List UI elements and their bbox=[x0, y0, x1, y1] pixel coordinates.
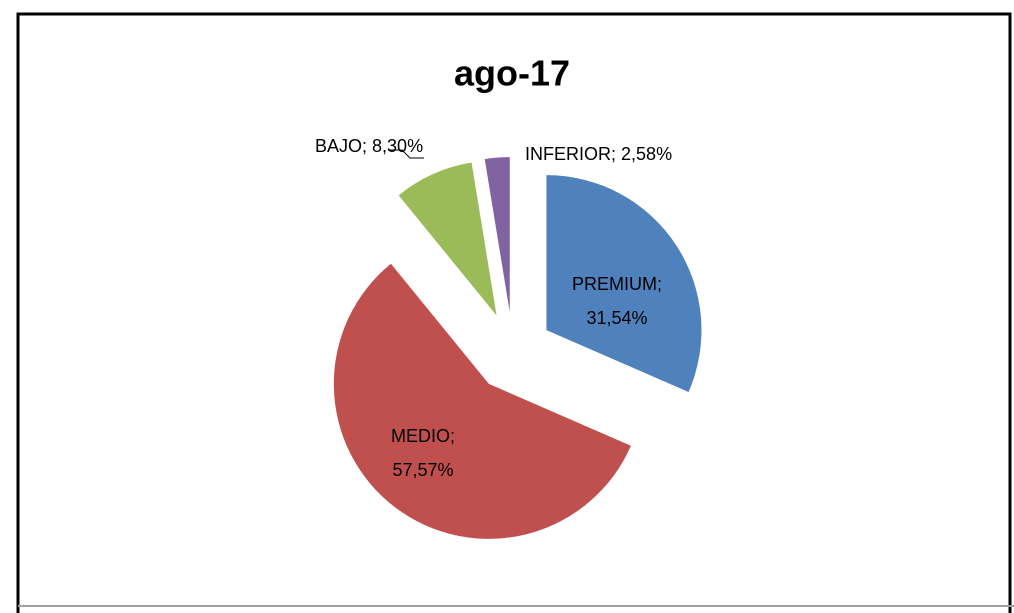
leader-line bbox=[388, 149, 424, 159]
label-category: MEDIO bbox=[391, 426, 450, 446]
label-separator: ; bbox=[611, 144, 616, 164]
data-label: PREMIUM; 31,54% bbox=[572, 274, 662, 328]
data-label: MEDIO; 57,57% bbox=[391, 426, 455, 480]
label-value: 31,54% bbox=[586, 308, 647, 328]
label-category: PREMIUM bbox=[572, 274, 657, 294]
data-label: BAJO; 8,30% bbox=[315, 136, 423, 156]
label-separator: ; bbox=[362, 136, 367, 156]
label-separator: ; bbox=[450, 426, 455, 446]
pie-slice bbox=[546, 175, 702, 393]
pie-slice bbox=[484, 157, 510, 313]
data-label: INFERIOR; 2,58% bbox=[525, 144, 672, 164]
label-value: 57,57% bbox=[392, 460, 453, 480]
label-category: BAJO bbox=[315, 136, 362, 156]
label-value: 2,58% bbox=[621, 144, 672, 164]
label-category: INFERIOR bbox=[525, 144, 611, 164]
pie-slice bbox=[333, 263, 631, 539]
pie-slice bbox=[398, 162, 497, 316]
chart-title: ago-17 bbox=[454, 53, 570, 94]
label-separator: ; bbox=[657, 274, 662, 294]
chart-frame bbox=[16, 12, 1012, 613]
label-value: 8,30% bbox=[372, 136, 423, 156]
